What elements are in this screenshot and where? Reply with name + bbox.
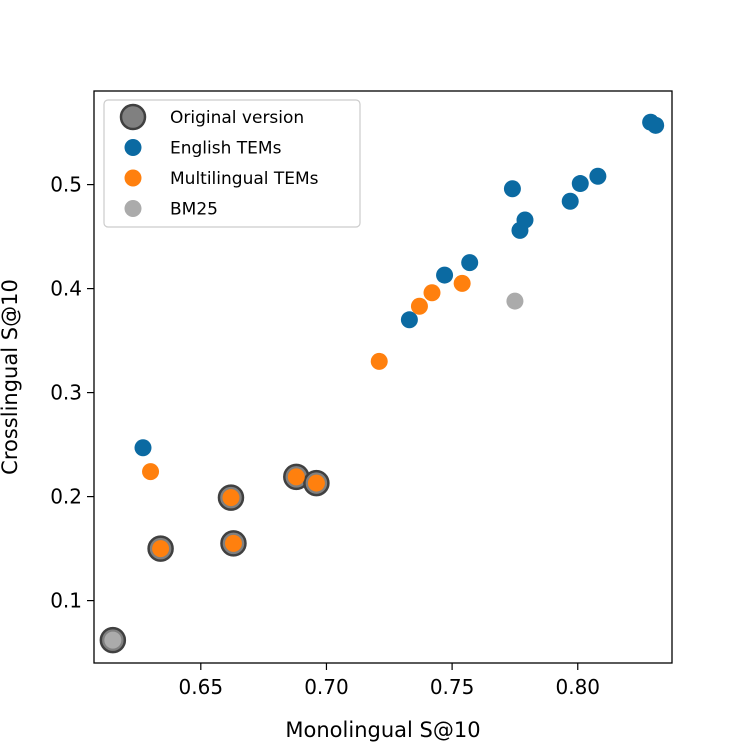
axes-layer bbox=[93, 90, 673, 664]
x-axis-ticks: 0.65 0.70 0.75 0.80 bbox=[179, 663, 600, 699]
x-axis-label: Monolingual S@10 bbox=[285, 718, 480, 742]
series-0 bbox=[99, 463, 330, 654]
legend-box bbox=[103, 99, 361, 228]
point-series2-3 bbox=[224, 534, 242, 552]
y-tick-label: 0.3 bbox=[50, 381, 82, 405]
point-series1-1 bbox=[400, 311, 418, 329]
legend: Original version English TEMs Multilingual… bbox=[103, 99, 361, 228]
point-series1-8 bbox=[571, 175, 589, 193]
plot-frame bbox=[93, 90, 673, 664]
y-axis-ticks: 0.1 0.2 0.3 0.4 0.5 bbox=[50, 173, 94, 613]
point-series2-8 bbox=[423, 284, 441, 302]
series-3 bbox=[104, 292, 524, 649]
series-2 bbox=[142, 274, 471, 558]
markers-layer bbox=[99, 113, 665, 654]
point-series1-7 bbox=[561, 192, 579, 210]
point-series2-2 bbox=[222, 489, 240, 507]
legend-label-0: Original version bbox=[170, 108, 304, 128]
y-axis-label: Crosslingual S@10 bbox=[0, 279, 22, 475]
y-tick-label: 0.5 bbox=[50, 173, 82, 197]
point-series1-4 bbox=[503, 180, 521, 198]
point-series2-0 bbox=[142, 463, 160, 481]
legend-label-2: Multilingual TEMs bbox=[170, 169, 319, 189]
x-tick-label: 0.75 bbox=[430, 675, 475, 699]
x-tick-label: 0.65 bbox=[179, 675, 224, 699]
point-series3-0 bbox=[104, 631, 122, 649]
point-series3-1 bbox=[506, 292, 524, 310]
legend-label-1: English TEMs bbox=[170, 139, 282, 159]
series-1 bbox=[134, 113, 665, 457]
point-series1-6 bbox=[516, 211, 534, 229]
legend-items: Original version English TEMs Multilingual… bbox=[119, 103, 319, 220]
legend-label-3: BM25 bbox=[170, 200, 218, 220]
legend-marker-1 bbox=[124, 139, 142, 156]
point-series1-2 bbox=[436, 266, 454, 284]
point-series2-9 bbox=[453, 274, 471, 292]
y-tick-label: 0.2 bbox=[50, 485, 82, 509]
y-tick-label: 0.1 bbox=[50, 589, 82, 613]
point-series2-4 bbox=[287, 468, 305, 486]
legend-marker-0 bbox=[119, 103, 147, 131]
point-series1-11 bbox=[647, 116, 665, 134]
legend-marker-2 bbox=[124, 169, 142, 187]
y-tick-label: 0.4 bbox=[50, 277, 82, 301]
legend-marker-3 bbox=[124, 200, 142, 217]
point-series2-7 bbox=[410, 297, 428, 315]
point-series1-9 bbox=[589, 167, 607, 185]
point-series2-6 bbox=[370, 352, 388, 370]
point-series2-1 bbox=[152, 540, 170, 558]
point-series1-3 bbox=[461, 254, 479, 272]
x-tick-label: 0.80 bbox=[555, 675, 600, 699]
point-series2-5 bbox=[307, 474, 325, 492]
point-series1-0 bbox=[134, 439, 152, 457]
x-tick-label: 0.70 bbox=[304, 675, 349, 699]
